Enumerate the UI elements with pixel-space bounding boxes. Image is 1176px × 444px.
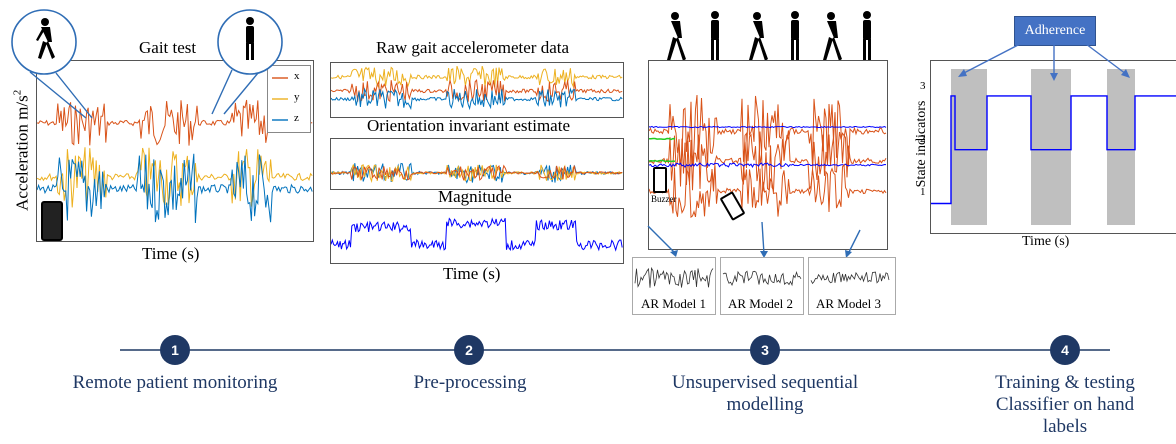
orientation-plot xyxy=(330,138,624,190)
seq-red-low xyxy=(649,163,887,219)
ytick-3: 3 xyxy=(920,80,926,92)
step-2-label: Pre-processing xyxy=(413,372,527,393)
walk-stand-sequence xyxy=(667,11,871,61)
seq-red-top xyxy=(649,94,887,169)
z-series-line xyxy=(37,153,313,224)
adherence-region xyxy=(1031,69,1071,225)
legend-x: x xyxy=(294,70,300,82)
seq-green-b xyxy=(649,159,676,163)
phone-icon xyxy=(41,201,63,241)
state-chart xyxy=(931,69,1176,225)
panel2-xlabel: Time (s) xyxy=(443,264,501,283)
phone-icon-buzzer xyxy=(653,167,667,193)
raw-z-line xyxy=(331,87,623,111)
panel4-xlabel: Time (s) xyxy=(1022,234,1070,249)
ar-model-1-box: AR Model 1 xyxy=(632,257,716,315)
step-1-label: Remote patient monitoring xyxy=(72,372,278,393)
seq-blue-top xyxy=(649,125,887,129)
step-3-label: Unsupervised sequential modelling xyxy=(671,372,859,415)
ar-model-waveform xyxy=(722,270,802,287)
timeline-line xyxy=(120,349,1110,351)
raw-y-line xyxy=(331,65,623,89)
ar-model-3-label: AR Model 3 xyxy=(816,296,881,312)
legend: x y z xyxy=(267,65,311,133)
ar-model-waveform xyxy=(810,271,890,285)
ar-model-1-label: AR Model 1 xyxy=(641,296,706,312)
legend-y: y xyxy=(294,91,300,103)
ar-model-3-box: AR Model 3 xyxy=(808,257,896,315)
adherence-region xyxy=(1107,69,1135,225)
walker-callouts xyxy=(11,9,283,119)
ar-model-2-box: AR Model 2 xyxy=(720,257,804,315)
ar-model-waveform xyxy=(634,266,714,288)
panel2-title-mag: Magnitude xyxy=(438,187,512,206)
magnitude-plot xyxy=(330,208,624,264)
orient-x-line xyxy=(331,164,623,181)
gait-test-plot: x y z xyxy=(36,60,314,242)
ar-arrows xyxy=(647,222,861,258)
seq-green-a xyxy=(649,137,676,141)
adherence-arrows xyxy=(958,43,1130,81)
step-4-badge: 4 xyxy=(1050,335,1080,365)
ytick-2: 2 xyxy=(920,133,926,145)
panel2-title-orient: Orientation invariant estimate xyxy=(367,116,570,135)
sequential-signal-plot: Buzzer xyxy=(648,60,888,250)
buzzer-label: Buzzer xyxy=(651,194,677,204)
walking-person-icon xyxy=(667,12,686,61)
step-1-badge: 1 xyxy=(160,335,190,365)
walking-person-icon xyxy=(36,18,55,59)
seq-blue-mid xyxy=(649,162,887,168)
adherence-region xyxy=(951,69,987,225)
standing-person-icon xyxy=(863,11,871,61)
walking-person-icon xyxy=(823,12,842,61)
state-indicator-plot xyxy=(930,60,1176,234)
standing-person-icon xyxy=(246,17,254,60)
adherence-callout: Adherence xyxy=(1014,16,1096,46)
legend-z: z xyxy=(294,112,299,124)
step-3-badge: 3 xyxy=(750,335,780,365)
standing-person-icon xyxy=(711,11,719,61)
x-series-line xyxy=(37,99,313,146)
standing-person-icon xyxy=(791,11,799,61)
panel2-title-raw: Raw gait accelerometer data xyxy=(376,38,570,57)
panel1-xlabel: Time (s) xyxy=(142,244,200,263)
ytick-1: 1 xyxy=(920,186,926,198)
raw-x-line xyxy=(331,78,623,103)
walking-person-icon xyxy=(749,12,768,61)
ar-model-2-label: AR Model 2 xyxy=(728,296,793,312)
panel1-title: Gait test xyxy=(139,38,197,57)
step-2-badge: 2 xyxy=(454,335,484,365)
state-line xyxy=(931,95,1176,205)
gait-test-signals xyxy=(37,99,313,224)
magnitude-line xyxy=(331,217,623,252)
raw-data-plot xyxy=(330,62,624,118)
seq-red-mid xyxy=(649,130,887,193)
step-4-label: Training & testing Classifier on hand la… xyxy=(995,372,1135,437)
